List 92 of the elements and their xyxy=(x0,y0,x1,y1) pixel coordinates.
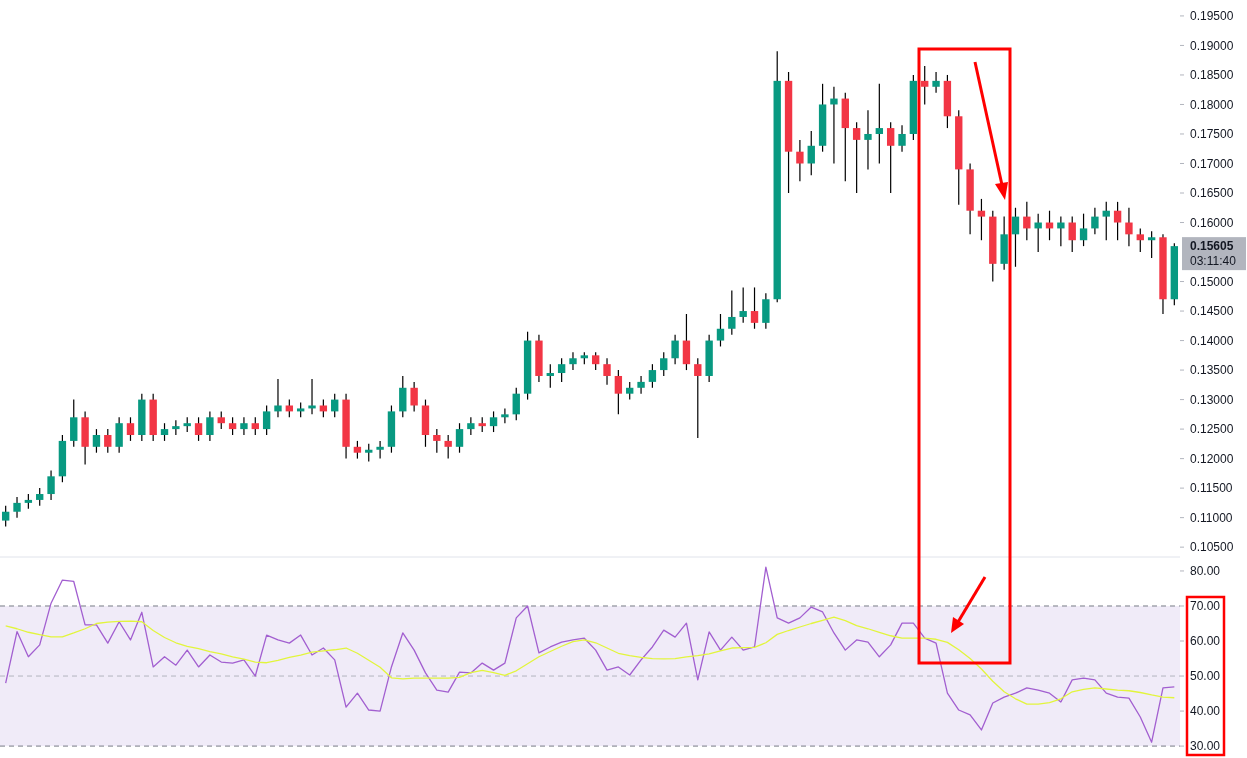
candlestick xyxy=(1034,213,1042,253)
candlestick xyxy=(557,357,566,383)
candlestick xyxy=(444,434,452,460)
candlestick xyxy=(977,198,986,241)
y-tick-label: 30.00 xyxy=(1190,739,1221,754)
candlestick xyxy=(399,375,407,418)
candlestick xyxy=(750,286,759,330)
candlestick xyxy=(1136,227,1144,253)
y-tick-label: 0.14000 xyxy=(1190,333,1234,348)
y-tick-label: 0.17500 xyxy=(1190,127,1234,142)
candlestick xyxy=(1068,216,1076,253)
y-tick-label: 0.12500 xyxy=(1190,422,1234,437)
candlestick xyxy=(1011,207,1020,268)
candlestick xyxy=(546,363,554,389)
candlestick xyxy=(1057,216,1065,247)
y-tick-label: 0.11000 xyxy=(1190,510,1233,525)
y-tick-label: 70.00 xyxy=(1190,599,1221,614)
candlestick xyxy=(1091,207,1099,235)
y-tick-label: 0.19500 xyxy=(1190,9,1234,24)
candlestick xyxy=(898,124,906,153)
candlestick xyxy=(807,130,815,176)
y-tick-label: 0.18000 xyxy=(1190,97,1234,112)
candlestick xyxy=(671,334,679,365)
candlestick xyxy=(104,428,112,454)
candlestick xyxy=(728,289,736,336)
y-tick-label: 40.00 xyxy=(1190,704,1221,719)
candlestick xyxy=(762,292,770,330)
y-tick-label: 60.00 xyxy=(1190,634,1221,649)
y-tick-label: 0.18500 xyxy=(1190,68,1234,83)
candlestick xyxy=(739,286,747,324)
candlestick xyxy=(501,407,509,424)
candlestick xyxy=(1,505,10,528)
candlestick xyxy=(886,121,895,194)
candlestick xyxy=(240,416,248,436)
candlestick xyxy=(1113,201,1122,241)
y-tick-label: 0.17000 xyxy=(1190,156,1234,171)
candlestick xyxy=(376,440,384,460)
candlestick xyxy=(115,416,123,454)
candlestick xyxy=(455,422,464,454)
y-tick-label: 0.10500 xyxy=(1190,540,1234,555)
candlestick xyxy=(512,387,520,421)
candlestick xyxy=(1102,201,1110,241)
y-tick-label: 0.15000 xyxy=(1190,274,1234,289)
candlestick xyxy=(172,419,180,436)
y-tick-label: 0.16500 xyxy=(1190,186,1234,201)
candlestick xyxy=(13,496,21,519)
candlestick xyxy=(796,139,804,182)
line-series xyxy=(5,616,1175,705)
candlestick xyxy=(852,121,861,194)
candlestick xyxy=(194,416,203,442)
y-tick-label: 50.00 xyxy=(1190,669,1221,684)
candlestick xyxy=(875,83,884,165)
candlestick xyxy=(206,410,214,442)
candlestick xyxy=(921,65,929,106)
y-tick-label: 0.13500 xyxy=(1190,363,1234,378)
y-tick-label: 0.12000 xyxy=(1190,451,1234,466)
candlestick xyxy=(126,416,135,442)
candlestick xyxy=(410,381,418,412)
candlestick xyxy=(70,398,78,448)
candlestick xyxy=(1023,201,1031,241)
y-tick-label: 0.11500 xyxy=(1190,481,1233,496)
candlestick xyxy=(716,313,725,348)
candlestick xyxy=(92,428,101,454)
candlestick xyxy=(1079,213,1088,247)
candlestick xyxy=(603,357,611,386)
candlestick xyxy=(637,375,645,395)
candlestick xyxy=(648,363,657,389)
y-tick-label: 0.14500 xyxy=(1190,304,1234,319)
text: 03:11:40 xyxy=(1190,254,1237,269)
candlestick xyxy=(614,369,623,415)
candlestick xyxy=(682,313,691,371)
text: 0.15605 xyxy=(1190,239,1234,254)
candlestick xyxy=(433,428,441,454)
candlestick xyxy=(1147,230,1156,259)
candlestick xyxy=(694,357,702,439)
candlestick xyxy=(467,416,475,436)
candlestick xyxy=(262,404,271,436)
candlestick xyxy=(830,86,838,165)
candlestick xyxy=(864,109,872,170)
y-tick-label: 0.13000 xyxy=(1190,392,1234,407)
candlestick xyxy=(1125,207,1133,247)
candlestick xyxy=(308,378,316,415)
candlestick xyxy=(489,410,498,433)
candlestick xyxy=(569,351,577,371)
line-series xyxy=(5,566,1175,743)
y-tick-label: 0.19000 xyxy=(1190,38,1234,53)
candlestick xyxy=(660,351,668,377)
candlestick xyxy=(274,378,282,418)
y-tick-label: 80.00 xyxy=(1190,564,1221,579)
y-tick-label: 0.16000 xyxy=(1190,215,1234,230)
candlestick xyxy=(47,469,55,501)
candlestick xyxy=(932,71,940,94)
